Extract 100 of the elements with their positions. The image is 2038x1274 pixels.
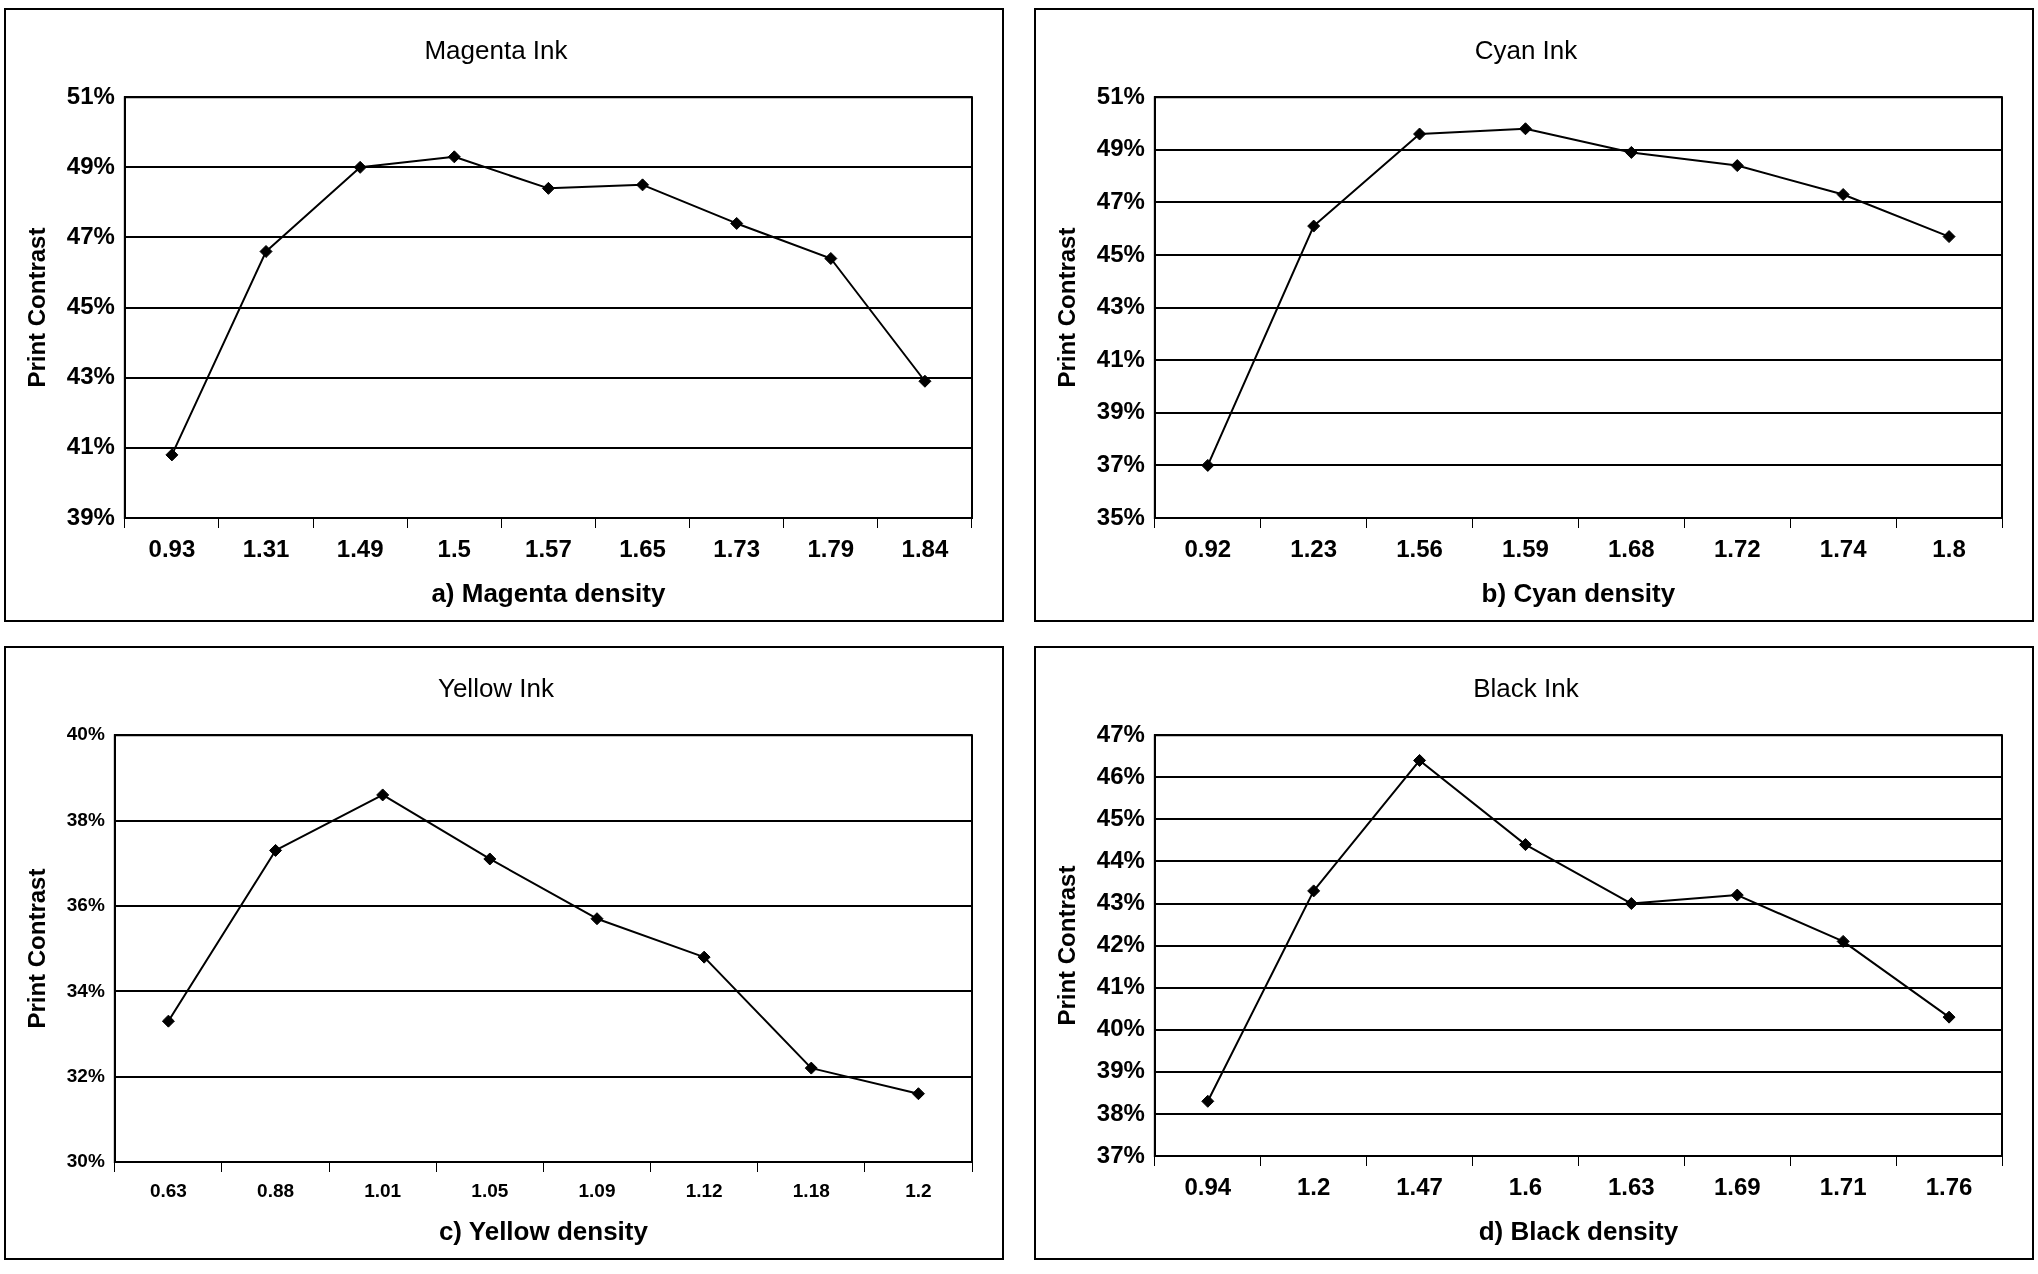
y-tick-label: 51% — [66, 81, 115, 109]
y-tick-label: 45% — [66, 292, 115, 320]
x-tick-label: 1.74 — [1819, 535, 1868, 563]
x-tick-label: 0.92 — [1184, 535, 1232, 563]
y-tick-label: 39% — [1096, 397, 1145, 425]
y-tick-label: 38% — [66, 808, 105, 830]
x-axis-title: b) Cyan density — [1481, 577, 1676, 608]
chart-title: Magenta Ink — [424, 34, 569, 65]
y-tick-label: 51% — [1096, 81, 1145, 109]
point — [1942, 1010, 1956, 1024]
x-tick-label: 1.57 — [525, 535, 572, 563]
point — [1730, 159, 1744, 173]
y-tick-label: 37% — [1096, 1140, 1145, 1168]
x-axis-title: d) Black density — [1478, 1215, 1679, 1246]
point — [483, 852, 497, 866]
x-tick-label: 1.09 — [578, 1179, 616, 1201]
x-tick-label: 1.12 — [685, 1179, 723, 1201]
point — [1624, 145, 1638, 159]
point — [1518, 838, 1532, 852]
y-tick-label: 46% — [1096, 761, 1145, 789]
point — [697, 950, 711, 964]
x-axis-title: a) Magenta density — [431, 577, 666, 608]
x-tick-label: 1.8 — [1932, 535, 1966, 563]
x-tick-label: 0.93 — [148, 535, 196, 563]
x-tick-label: 1.5 — [437, 535, 471, 563]
point — [730, 216, 744, 230]
point — [804, 1061, 818, 1075]
point — [376, 788, 390, 802]
point — [161, 1014, 175, 1028]
y-tick-label: 39% — [66, 502, 115, 530]
chart-title: Cyan Ink — [1474, 34, 1579, 65]
y-tick-label: 49% — [66, 151, 115, 179]
y-tick-label: 39% — [1096, 1056, 1145, 1084]
y-tick-label: 37% — [1096, 450, 1145, 478]
x-axis-title: c) Yellow density — [438, 1215, 649, 1246]
point — [1307, 219, 1321, 233]
x-tick-label: 0.88 — [257, 1179, 295, 1201]
y-tick-label: 42% — [1096, 930, 1145, 958]
point — [918, 374, 932, 388]
x-tick-label: 1.65 — [619, 535, 666, 563]
chart-title: Black Ink — [1473, 672, 1580, 703]
y-tick-label: 49% — [1096, 134, 1145, 162]
chart-title: Yellow Ink — [437, 672, 556, 703]
x-tick-label: 1.72 — [1713, 535, 1761, 563]
y-tick-label: 45% — [1096, 239, 1145, 267]
y-tick-label: 44% — [1096, 846, 1145, 874]
x-tick-label: 1.18 — [792, 1179, 830, 1201]
y-tick-label: 41% — [66, 432, 115, 460]
point — [1730, 888, 1744, 902]
point — [636, 178, 650, 192]
point — [1624, 897, 1638, 911]
y-tick-label: 41% — [1096, 344, 1145, 372]
point — [353, 160, 367, 174]
x-tick-label: 1.73 — [713, 535, 761, 563]
x-tick-label: 1.76 — [1925, 1173, 1973, 1201]
point — [590, 912, 604, 926]
y-tick-label: 30% — [66, 1150, 105, 1172]
point — [911, 1087, 925, 1101]
y-tick-label: 34% — [66, 979, 105, 1001]
y-tick-label: 35% — [1096, 502, 1145, 530]
x-tick-label: 1.56 — [1396, 535, 1443, 563]
x-tick-label: 1.23 — [1290, 535, 1338, 563]
y-axis-title: Print Contrast — [23, 868, 51, 1029]
point — [1836, 188, 1850, 202]
point — [1836, 934, 1850, 948]
y-axis-title: Print Contrast — [1053, 865, 1081, 1026]
x-tick-label: 1.31 — [242, 535, 290, 563]
y-tick-label: 45% — [1096, 803, 1145, 831]
x-tick-label: 1.05 — [471, 1179, 509, 1201]
y-tick-label: 38% — [1096, 1098, 1145, 1126]
x-tick-label: 1.01 — [364, 1179, 402, 1201]
x-tick-label: 1.2 — [905, 1179, 932, 1201]
x-tick-label: 1.49 — [336, 535, 384, 563]
point — [269, 843, 283, 857]
point — [1413, 127, 1427, 141]
x-tick-label: 1.69 — [1713, 1173, 1761, 1201]
x-tick-label: 0.94 — [1184, 1173, 1232, 1201]
x-tick-label: 1.59 — [1502, 535, 1549, 563]
point — [447, 150, 461, 164]
y-tick-label: 40% — [1096, 1014, 1145, 1042]
x-tick-label: 1.2 — [1296, 1173, 1331, 1201]
x-tick-label: 1.79 — [807, 535, 855, 563]
point — [259, 244, 273, 258]
point — [824, 252, 838, 266]
y-tick-label: 47% — [66, 222, 115, 250]
x-tick-label: 1.68 — [1608, 535, 1655, 563]
y-tick-label: 40% — [66, 723, 105, 745]
y-tick-label: 47% — [1096, 187, 1145, 215]
y-tick-label: 32% — [66, 1064, 105, 1086]
y-axis-title: Print Contrast — [1053, 227, 1081, 388]
y-tick-label: 41% — [1096, 972, 1145, 1000]
x-tick-label: 1.6 — [1508, 1173, 1543, 1201]
x-tick-label: 0.63 — [149, 1179, 187, 1201]
x-tick-label: 1.47 — [1396, 1173, 1443, 1201]
point — [165, 448, 179, 462]
y-tick-label: 43% — [66, 362, 115, 390]
point — [1201, 1094, 1215, 1108]
y-tick-label: 43% — [1096, 888, 1145, 916]
point — [541, 181, 555, 195]
y-tick-label: 43% — [1096, 292, 1145, 320]
